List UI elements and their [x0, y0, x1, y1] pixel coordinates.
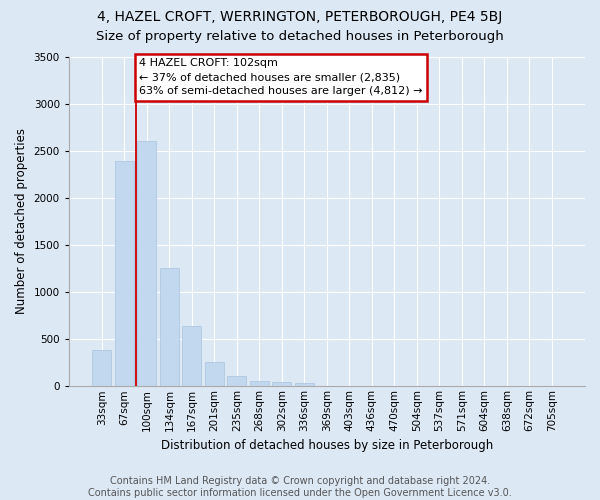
- Bar: [295, 383, 314, 386]
- Bar: [92, 350, 112, 387]
- X-axis label: Distribution of detached houses by size in Peterborough: Distribution of detached houses by size …: [161, 440, 493, 452]
- Text: 4 HAZEL CROFT: 102sqm
← 37% of detached houses are smaller (2,835)
63% of semi-d: 4 HAZEL CROFT: 102sqm ← 37% of detached …: [139, 58, 422, 96]
- Bar: [227, 376, 247, 386]
- Text: Contains HM Land Registry data © Crown copyright and database right 2024.
Contai: Contains HM Land Registry data © Crown c…: [88, 476, 512, 498]
- Bar: [272, 382, 292, 386]
- Bar: [250, 380, 269, 386]
- Y-axis label: Number of detached properties: Number of detached properties: [15, 128, 28, 314]
- Bar: [160, 268, 179, 386]
- Text: 4, HAZEL CROFT, WERRINGTON, PETERBOROUGH, PE4 5BJ: 4, HAZEL CROFT, WERRINGTON, PETERBOROUGH…: [97, 10, 503, 24]
- Text: Size of property relative to detached houses in Peterborough: Size of property relative to detached ho…: [96, 30, 504, 43]
- Bar: [137, 142, 157, 386]
- Bar: [182, 326, 202, 386]
- Bar: [115, 161, 134, 386]
- Bar: [205, 362, 224, 386]
